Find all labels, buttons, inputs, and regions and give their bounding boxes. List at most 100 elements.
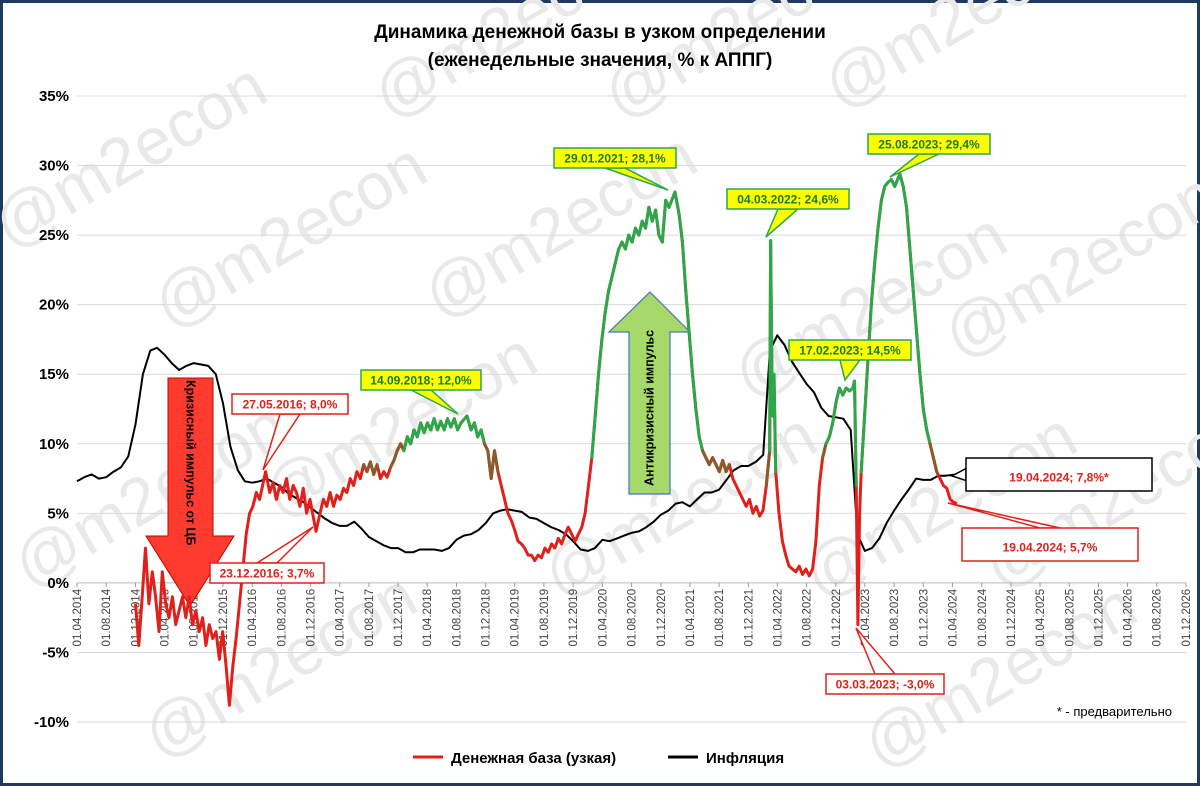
x-tick-label: 01.04.2023 <box>860 589 872 647</box>
series-inflation-line <box>76 334 958 554</box>
money-base-highlight-segment <box>697 435 705 453</box>
x-tick-label: 01.08.2016 <box>276 589 288 647</box>
money-base-highlight-segment <box>593 372 601 418</box>
money-base-highlight-segment <box>630 226 637 244</box>
x-tick-label: 01.04.2021 <box>685 589 697 647</box>
x-tick-label: 01.12.2021 <box>743 589 755 647</box>
x-tick-label: 01.12.2018 <box>481 589 493 647</box>
callout-box <box>788 339 912 361</box>
y-tick-label: 20% <box>39 297 69 314</box>
chart-subtitle: (еженедельные значения, % к АППГ) <box>428 50 773 71</box>
money-base-highlight-segment <box>831 400 838 425</box>
money-base-highlight-segment <box>764 449 772 488</box>
x-tick-label: 01.04.2026 <box>1123 589 1135 647</box>
money-base-highlight-segment <box>901 184 909 209</box>
money-base-highlight-segment <box>392 449 399 462</box>
x-tick-label: 01.12.2024 <box>1006 588 1018 646</box>
money-base-highlight-segment <box>600 310 607 341</box>
callout-box <box>231 393 349 415</box>
money-base-highlight-segment <box>827 421 835 439</box>
x-tick-label: 01.04.2014 <box>72 588 84 646</box>
annotation-callout: 19.04.2024; 5,7% <box>947 502 1139 562</box>
money-base-highlight-segment <box>402 435 409 453</box>
money-base-highlight-segment <box>724 463 731 474</box>
impulse-arrows: Кризисный импульс от ЦБ Антикризисный имп… <box>145 291 692 607</box>
x-tick-label: 01.08.2014 <box>101 588 113 646</box>
money-base-highlight-segment <box>677 212 684 244</box>
callout-box <box>209 562 325 584</box>
x-tick-label: 01.04.2017 <box>335 589 347 647</box>
money-base-highlight-segment <box>623 233 631 251</box>
money-base-highlight-segment <box>863 358 870 418</box>
footnote: * - предварительно <box>1057 704 1172 719</box>
money-base-highlight-segment <box>905 205 912 251</box>
x-tick-label: 01.08.2020 <box>627 589 639 647</box>
annotation-callout: 23.12.2016; 3,7% <box>209 526 325 584</box>
legend-item: Инфляция <box>668 750 784 767</box>
callout-pointer <box>839 359 862 382</box>
x-tick-label: 01.12.2022 <box>831 589 843 647</box>
annotation-callout: 27.05.2016; 8,0% <box>231 393 349 471</box>
y-axis: -10% -5% 0% 5% 10% 15% 20% 25% 30% 35% <box>34 88 69 731</box>
money-base-highlight-segment <box>372 463 379 476</box>
money-base-highlight-segment <box>931 456 939 474</box>
legend: Денежная база (узкая) Инфляция <box>413 750 784 767</box>
callout-label: 25.08.2023; 29,4% <box>878 137 980 151</box>
money-base-highlight-segment <box>493 449 500 474</box>
y-tick-label: 0% <box>47 575 69 592</box>
money-base-highlight-segment <box>928 442 935 460</box>
x-tick-label: 01.12.2015 <box>218 589 230 647</box>
watermark-text: @m2econ <box>810 0 1108 122</box>
callout-label: 03.03.2023; -3,0% <box>836 677 935 691</box>
callout-pointer <box>765 208 800 238</box>
callout-label: 04.03.2022; 24,6% <box>737 192 839 206</box>
money-base-highlight-segment <box>925 428 932 446</box>
money-base-highlight-segment <box>673 190 681 216</box>
y-tick-label: 5% <box>47 505 69 522</box>
x-tick-label: 01.12.2016 <box>306 589 318 647</box>
money-base-highlight-segment <box>921 407 929 432</box>
money-base-highlight-segment <box>859 414 867 474</box>
callout-label: 19.04.2024; 5,7% <box>1003 540 1098 554</box>
money-base-highlight-segment <box>908 247 915 293</box>
anticrisis-impulse-arrow <box>607 291 692 495</box>
callout-box <box>965 457 1153 492</box>
money-base-highlight-segment <box>660 198 668 244</box>
y-tick-label: -5% <box>42 644 69 661</box>
callout-box <box>867 133 991 155</box>
annotation-callouts: 27.05.2016; 8,0% 23.12.2016; 3,7% 14.09.20… <box>209 133 1153 695</box>
crisis-impulse-label: Кризисный импульс от ЦБ <box>184 380 198 546</box>
callout-label: 17.02.2023; 14,5% <box>799 343 901 357</box>
callout-box <box>360 369 482 391</box>
x-tick-label: 01.08.2021 <box>714 589 726 647</box>
money-base-highlight-segment <box>821 442 828 460</box>
x-tick-label: 01.08.2025 <box>1064 589 1076 647</box>
chart-title: Динамика денежной базы в узком определен… <box>374 22 826 43</box>
x-tick-label: 01.08.2017 <box>364 589 376 647</box>
x-tick-label: 01.08.2023 <box>889 589 901 647</box>
callout-box <box>553 147 677 169</box>
annotation-callout: 17.02.2023; 14,5% <box>788 339 912 382</box>
x-tick-label: 01.08.2024 <box>977 588 989 646</box>
money-base-highlight-segment <box>603 289 611 314</box>
series-lines <box>76 172 958 707</box>
money-base-highlight-segment <box>637 219 644 237</box>
x-tick-label: 01.04.2015 <box>159 589 171 647</box>
watermark-text: @m2econ <box>530 397 828 612</box>
money-base-highlight-segment <box>834 386 841 404</box>
annotation-callout: 19.04.2024; 7,8%* <box>950 457 1153 492</box>
x-tick-label: 01.04.2019 <box>510 589 522 647</box>
y-tick-label: 30% <box>39 158 69 175</box>
annotation-callout: 25.08.2023; 29,4% <box>867 133 991 178</box>
x-tick-label: 01.04.2016 <box>247 589 259 647</box>
x-tick-label: 01.12.2023 <box>918 589 930 647</box>
money-base-highlight-segment <box>915 330 922 376</box>
x-tick-label: 01.12.2020 <box>656 589 668 647</box>
money-base-highlight-segment <box>654 208 661 237</box>
money-base-highlight-segment <box>898 172 905 188</box>
money-base-highlight-segment <box>479 428 486 446</box>
money-base-highlight-segment <box>684 289 691 334</box>
money-base-highlight-segment <box>879 184 887 202</box>
money-base-highlight-segment <box>613 247 621 265</box>
